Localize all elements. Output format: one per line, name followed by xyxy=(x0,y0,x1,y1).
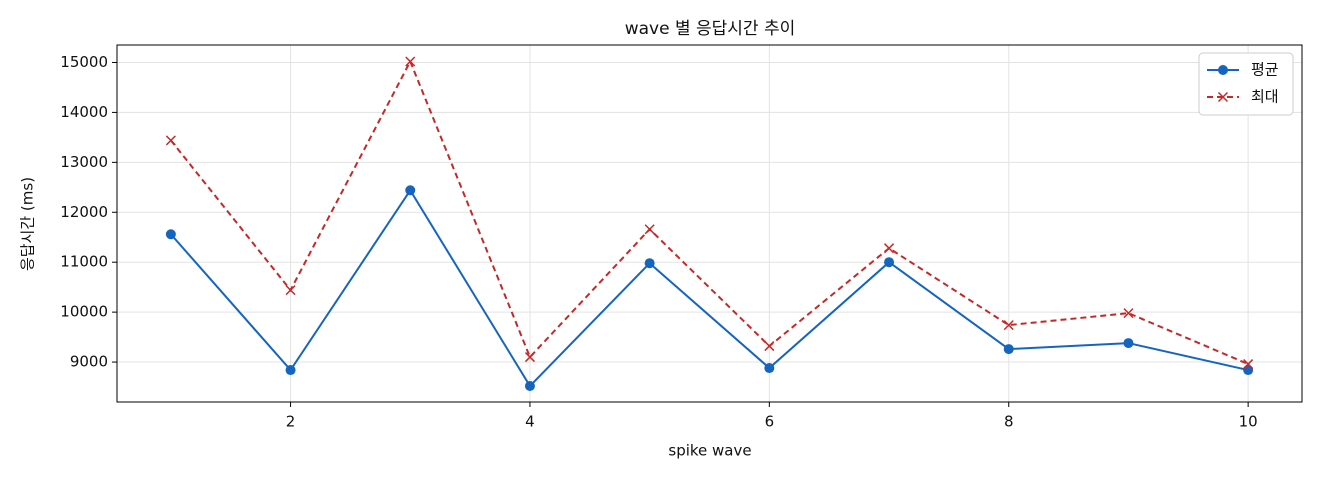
x-tick-label: 4 xyxy=(525,413,535,431)
y-tick-label: 11000 xyxy=(60,253,108,271)
marker xyxy=(764,363,775,374)
legend-label: 평균 xyxy=(1251,61,1279,79)
plot-frame xyxy=(116,44,1303,403)
marker xyxy=(165,135,176,146)
marker xyxy=(165,229,176,240)
marker xyxy=(1123,338,1134,349)
y-tick-label: 13000 xyxy=(60,153,108,171)
y-tick-label: 12000 xyxy=(60,203,108,221)
x-tick-label: 8 xyxy=(1004,413,1014,431)
legend-box xyxy=(1198,52,1294,116)
marker xyxy=(1243,359,1254,370)
x-tick-label: 6 xyxy=(765,413,775,431)
y-tick-label: 14000 xyxy=(60,103,108,121)
marker xyxy=(285,365,296,376)
marker xyxy=(644,224,655,235)
marker xyxy=(405,56,416,67)
y-axis-label: 응답시간 (ms) xyxy=(19,177,37,271)
x-tick-label: 2 xyxy=(286,413,296,431)
x-tick-label: 10 xyxy=(1239,413,1258,431)
x-axis-label: spike wave xyxy=(668,442,751,460)
marker xyxy=(1123,308,1134,319)
y-tick-label: 15000 xyxy=(60,53,108,71)
y-tick-label: 9000 xyxy=(70,353,108,371)
y-tick-label: 10000 xyxy=(60,303,108,321)
marker xyxy=(884,243,895,254)
series-line xyxy=(170,59,1249,365)
legend-label: 최대 xyxy=(1251,88,1279,106)
marker xyxy=(644,258,655,269)
marker xyxy=(524,381,535,392)
marker xyxy=(1003,344,1014,355)
marker xyxy=(884,257,895,268)
marker xyxy=(1003,320,1014,331)
marker xyxy=(524,352,535,363)
legend-marker xyxy=(1218,65,1228,75)
marker xyxy=(285,285,296,296)
chart-title: wave 별 응답시간 추이 xyxy=(625,19,796,39)
marker xyxy=(764,341,775,352)
legend-marker xyxy=(1217,91,1229,103)
marker xyxy=(405,185,416,196)
series-line xyxy=(170,188,1249,388)
